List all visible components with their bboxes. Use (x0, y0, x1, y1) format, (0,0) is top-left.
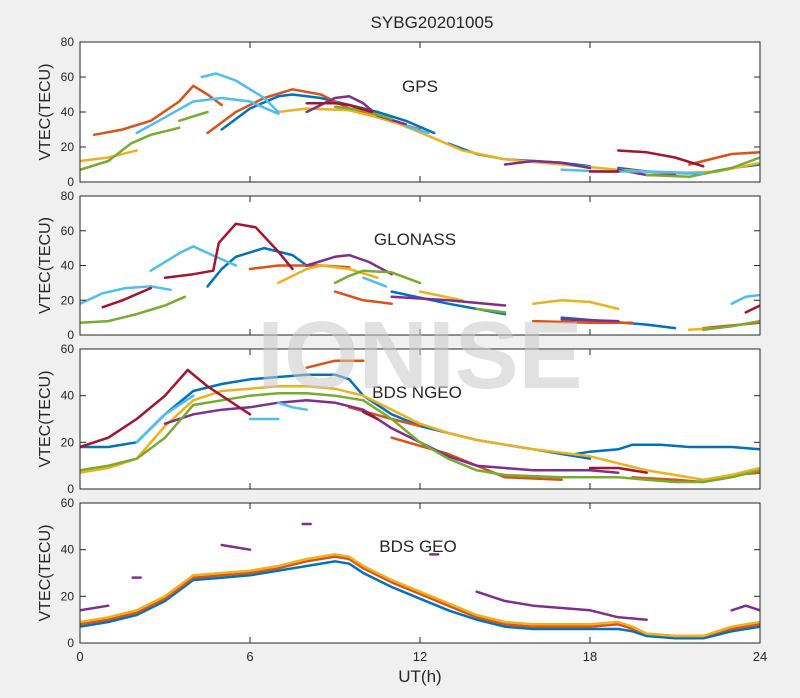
y-tick-label: 0 (67, 328, 74, 342)
plot-area (80, 503, 760, 643)
x-tick-label: 0 (76, 649, 83, 664)
y-tick-label: 20 (61, 589, 75, 603)
x-tick-label: 12 (413, 649, 427, 664)
y-tick-label: 60 (61, 342, 75, 356)
y-tick-label: 0 (67, 482, 74, 496)
y-tick-label: 0 (67, 175, 74, 189)
y-tick-label: 20 (61, 435, 75, 449)
y-tick-label: 80 (61, 35, 75, 49)
y-tick-label: 80 (61, 189, 75, 203)
figure-title: SYBG20201005 (371, 13, 494, 32)
y-tick-label: 20 (61, 293, 75, 307)
y-tick-label: 60 (61, 496, 75, 510)
y-axis-label: VTEC(TECU) (37, 525, 54, 622)
y-tick-label: 60 (61, 224, 75, 238)
x-axis-label: UT(h) (398, 667, 441, 686)
y-tick-label: 40 (61, 259, 75, 273)
subplot-label: GLONASS (374, 230, 456, 249)
y-tick-label: 20 (61, 140, 75, 154)
plot-area (80, 42, 760, 182)
y-tick-label: 0 (67, 636, 74, 650)
subplot-1: 0 20 40 60 80 VTEC(TECU) GPS (37, 35, 760, 189)
x-tick-label: 24 (753, 649, 767, 664)
y-tick-label: 40 (61, 543, 75, 557)
y-axis-label: VTEC(TECU) (37, 371, 54, 468)
y-tick-label: 40 (61, 105, 75, 119)
subplot-label: BDS GEO (379, 537, 456, 556)
subplot-label: GPS (402, 77, 438, 96)
y-tick-label: 40 (61, 389, 75, 403)
subplot-4: 0 6 12 18 24 0 20 40 60 VTEC(TECU) BDS GEO (37, 496, 767, 664)
y-tick-label: 60 (61, 70, 75, 84)
y-axis-label: VTEC(TECU) (37, 64, 54, 161)
x-tick-label: 18 (583, 649, 597, 664)
watermark-text: IONISE (257, 302, 582, 409)
y-axis-label: VTEC(TECU) (37, 217, 54, 314)
x-tick-label: 6 (246, 649, 253, 664)
